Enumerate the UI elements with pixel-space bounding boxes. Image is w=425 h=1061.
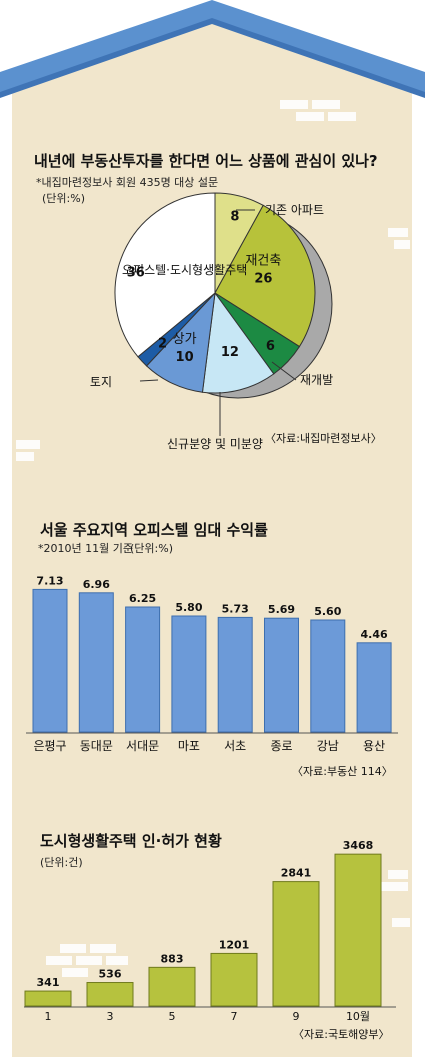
pie-category-label: 재개발 (300, 373, 333, 387)
pie-callout-line (271, 361, 297, 381)
bar-category-label: 7 (231, 1010, 238, 1023)
bar-value-label: 536 (99, 968, 122, 981)
bar-value-label: 341 (37, 976, 60, 989)
bar (86, 982, 134, 1007)
bar (125, 606, 161, 733)
pie-chart-section: 내년에 부동산투자를 한다면 어느 상품에 관심이 있나? *내집마련정보사 회… (34, 152, 382, 451)
bar-value-label: 7.13 (36, 574, 63, 587)
bar-category-label: 은평구 (33, 739, 66, 753)
bar-value-label: 3468 (343, 839, 374, 852)
pie-value-label: 26 (254, 272, 272, 287)
pie-slices (114, 192, 316, 394)
pie-slice (214, 204, 316, 348)
bar (32, 588, 68, 733)
bar-category-label: 1 (45, 1010, 52, 1023)
bar-category-label: 서초 (224, 739, 246, 753)
permits-chart-section: 도시형생활주택 인·허가 현황 (단위:건) 341 1 536 3 883 5 1201 7… (24, 832, 396, 1041)
bar-value-label: 6.96 (83, 578, 110, 591)
yield-bars: 7.13 은평구 6.96 동대문 6.25 서대문 5.80 마포 5.73 서초 5.69 종로 5… (32, 574, 392, 753)
pie-slice-name: 상가 (173, 332, 197, 347)
pie-category-label: 오피스텔·도시형생활주택 (122, 263, 247, 277)
pie-chart-unit: (단위:%) (42, 192, 85, 205)
pie-labels: 8 재건축 26 6 12 상가 10 2 36 (127, 210, 282, 366)
bar-value-label: 883 (161, 952, 184, 965)
bar (210, 952, 258, 1007)
bar (356, 642, 392, 733)
bar-value-label: 1201 (219, 938, 250, 951)
bar-category-label: 마포 (178, 739, 200, 753)
bar-value-label: 2841 (281, 867, 312, 880)
yield-chart-title: 서울 주요지역 오피스텔 임대 수익률 (40, 521, 268, 539)
bar-category-label: 3 (107, 1010, 114, 1023)
pie-value-label: 2 (158, 336, 167, 351)
bar (272, 881, 320, 1007)
pie-chart-subtitle: *내집마련정보사 회원 435명 대상 설문 (36, 176, 218, 189)
permit-bars: 341 1 536 3 883 5 1201 7 2841 9 3468 10월 (24, 839, 382, 1023)
pie-value-label: 10 (176, 350, 194, 365)
pie-category-label: 기존 아파트 (265, 203, 324, 217)
bar-category-label: 용산 (363, 739, 385, 753)
permits-chart-source: 〈자료:국토해양부〉 (293, 1027, 390, 1041)
pie-value-label: 12 (221, 345, 239, 360)
bar (148, 966, 196, 1007)
bar (171, 615, 207, 733)
bar-category-label: 동대문 (80, 739, 113, 753)
pie-category-label: 토지 (90, 375, 112, 389)
pie-chart-title: 내년에 부동산투자를 한다면 어느 상품에 관심이 있나? (34, 152, 378, 170)
pie-slice (114, 192, 216, 358)
bar-category-label: 서대문 (126, 739, 159, 753)
pie-slice-name: 재건축 (245, 254, 281, 269)
bar-category-label: 5 (169, 1010, 176, 1023)
bar (334, 853, 382, 1007)
pie-category-label: 신규분양 및 미분양 (167, 437, 263, 451)
bar-value-label: 6.25 (129, 592, 156, 605)
bar-category-label: 10월 (346, 1010, 370, 1023)
bar-category-label: 종로 (270, 739, 292, 753)
pie-value-label: 8 (230, 210, 239, 225)
pie-value-label: 6 (266, 339, 275, 354)
bar-value-label: 4.46 (361, 628, 388, 641)
bar-category-label: 9 (293, 1010, 300, 1023)
bar-category-label: 강남 (317, 739, 339, 753)
yield-chart-source: 〈자료:부동산 114〉 (292, 765, 393, 778)
bar-value-label: 5.80 (175, 601, 202, 614)
permits-chart-title: 도시형생활주택 인·허가 현황 (40, 832, 222, 850)
permits-chart-unit: (단위:건) (40, 856, 83, 869)
bar (264, 617, 299, 733)
bar (24, 990, 72, 1007)
bar (217, 616, 253, 733)
yield-chart-subtitle: *2010년 11월 기준 (38, 542, 133, 555)
bar (78, 592, 114, 733)
bar-value-label: 5.73 (222, 602, 249, 615)
pie-callout-line (139, 379, 159, 382)
bar-value-label: 5.69 (268, 603, 295, 616)
pie-slice (201, 291, 275, 394)
bar (310, 619, 346, 733)
yield-chart-unit: (단위:%) (130, 542, 173, 555)
wall-bricks (16, 100, 410, 977)
pie-value-label: 36 (127, 266, 145, 281)
yield-chart-section: 서울 주요지역 오피스텔 임대 수익률 *2010년 11월 기준 (단위:%)… (26, 521, 398, 778)
bar-value-label: 5.60 (314, 605, 341, 618)
pie-chart-source: 〈자료:내집마련정보사〉 (265, 432, 382, 445)
